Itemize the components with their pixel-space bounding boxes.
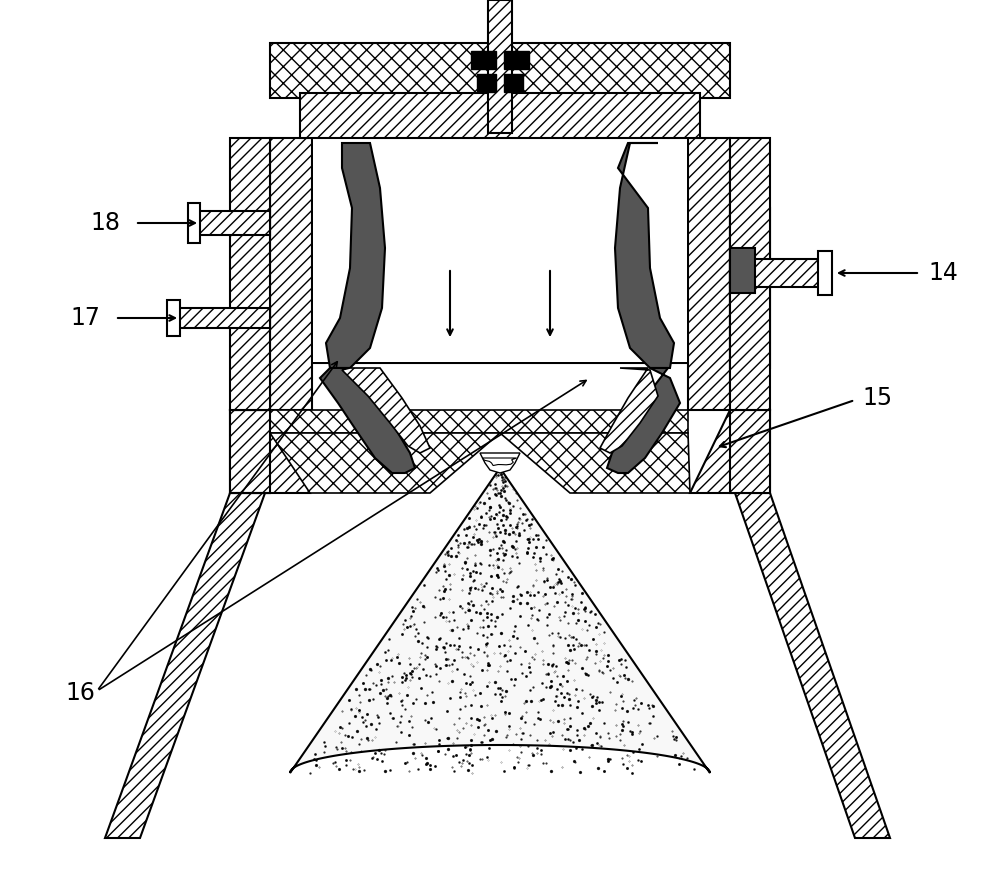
Polygon shape bbox=[326, 143, 385, 368]
Polygon shape bbox=[178, 308, 270, 328]
Polygon shape bbox=[607, 368, 680, 473]
Polygon shape bbox=[482, 458, 517, 465]
Text: 15: 15 bbox=[862, 386, 892, 410]
Polygon shape bbox=[313, 139, 687, 362]
Polygon shape bbox=[270, 410, 688, 433]
Polygon shape bbox=[730, 248, 755, 293]
Polygon shape bbox=[600, 368, 658, 453]
Polygon shape bbox=[688, 138, 730, 410]
Polygon shape bbox=[320, 368, 415, 473]
Polygon shape bbox=[270, 138, 312, 410]
Polygon shape bbox=[730, 208, 770, 368]
Polygon shape bbox=[818, 251, 832, 295]
Polygon shape bbox=[105, 493, 265, 838]
Polygon shape bbox=[477, 74, 496, 92]
Polygon shape bbox=[488, 0, 512, 133]
Polygon shape bbox=[690, 410, 770, 493]
Polygon shape bbox=[198, 211, 270, 235]
Text: 17: 17 bbox=[70, 306, 100, 330]
Polygon shape bbox=[730, 138, 770, 410]
Polygon shape bbox=[615, 143, 674, 368]
Polygon shape bbox=[480, 453, 520, 473]
Polygon shape bbox=[342, 368, 430, 453]
Polygon shape bbox=[290, 468, 710, 773]
Polygon shape bbox=[504, 74, 523, 92]
Polygon shape bbox=[471, 51, 496, 69]
Polygon shape bbox=[500, 433, 690, 493]
Polygon shape bbox=[312, 138, 688, 363]
Polygon shape bbox=[270, 433, 500, 493]
Text: 16: 16 bbox=[65, 681, 95, 705]
Polygon shape bbox=[230, 410, 310, 493]
Polygon shape bbox=[230, 410, 270, 493]
Polygon shape bbox=[730, 259, 820, 287]
Polygon shape bbox=[504, 51, 529, 69]
Polygon shape bbox=[188, 203, 200, 243]
Polygon shape bbox=[167, 300, 180, 336]
Polygon shape bbox=[735, 493, 890, 838]
Text: 14: 14 bbox=[928, 261, 958, 285]
Polygon shape bbox=[270, 43, 730, 98]
Polygon shape bbox=[730, 410, 770, 493]
Polygon shape bbox=[230, 138, 270, 410]
Text: 18: 18 bbox=[90, 211, 120, 235]
Polygon shape bbox=[300, 93, 700, 138]
